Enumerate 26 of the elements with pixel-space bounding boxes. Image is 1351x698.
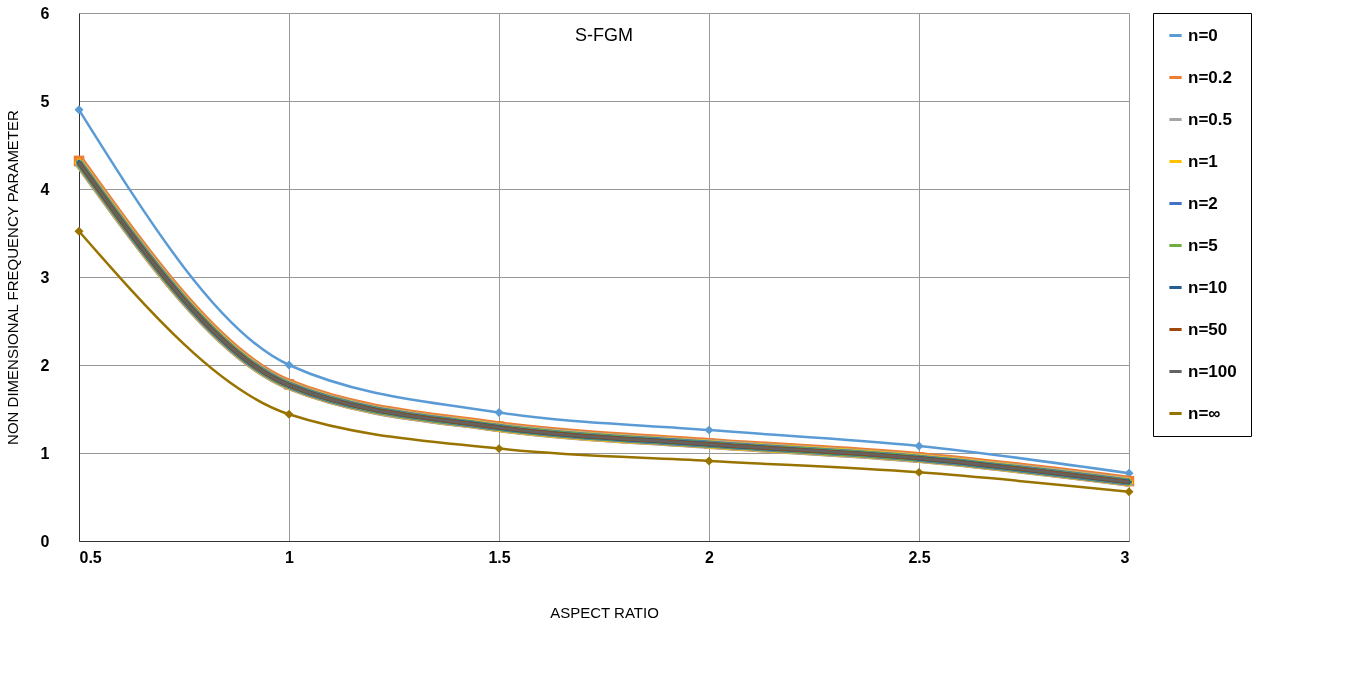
- legend-label: n=0: [1188, 25, 1218, 45]
- legend-label: n=2: [1188, 193, 1218, 213]
- y-tick-label: 4: [40, 180, 50, 198]
- x-tick-label: 1.5: [488, 548, 511, 566]
- x-tick-label: 0.5: [79, 548, 102, 566]
- y-tick-label: 5: [40, 92, 50, 110]
- legend-label: n=0.2: [1188, 67, 1232, 87]
- y-tick-label: 6: [40, 4, 50, 22]
- y-tick-label: 0: [40, 532, 50, 550]
- legend-label: n=100: [1188, 361, 1237, 381]
- text: S-FGM: [575, 25, 633, 45]
- y-tick-label: 3: [40, 268, 50, 286]
- legend-label: n=10: [1188, 277, 1228, 297]
- x-tick-label: 2.5: [908, 548, 931, 566]
- y-axis-title: NON DIMENSIONAL FREQUENCY PARAMETER: [3, 109, 21, 445]
- x-axis-title: ASPECT RATIO: [550, 603, 659, 621]
- legend-label: n=0.5: [1188, 109, 1232, 129]
- x-tick-label: 1: [285, 548, 295, 566]
- legend-label: n=5: [1188, 235, 1218, 255]
- y-tick-label: 2: [40, 356, 50, 374]
- x-tick-label: 3: [1120, 548, 1130, 566]
- y-tick-label: 1: [40, 444, 50, 462]
- legend-label: n=1: [1188, 151, 1218, 171]
- legend-label: n=50: [1188, 319, 1228, 339]
- legend-label: n=∞: [1188, 403, 1221, 423]
- x-tick-label: 2: [705, 548, 715, 566]
